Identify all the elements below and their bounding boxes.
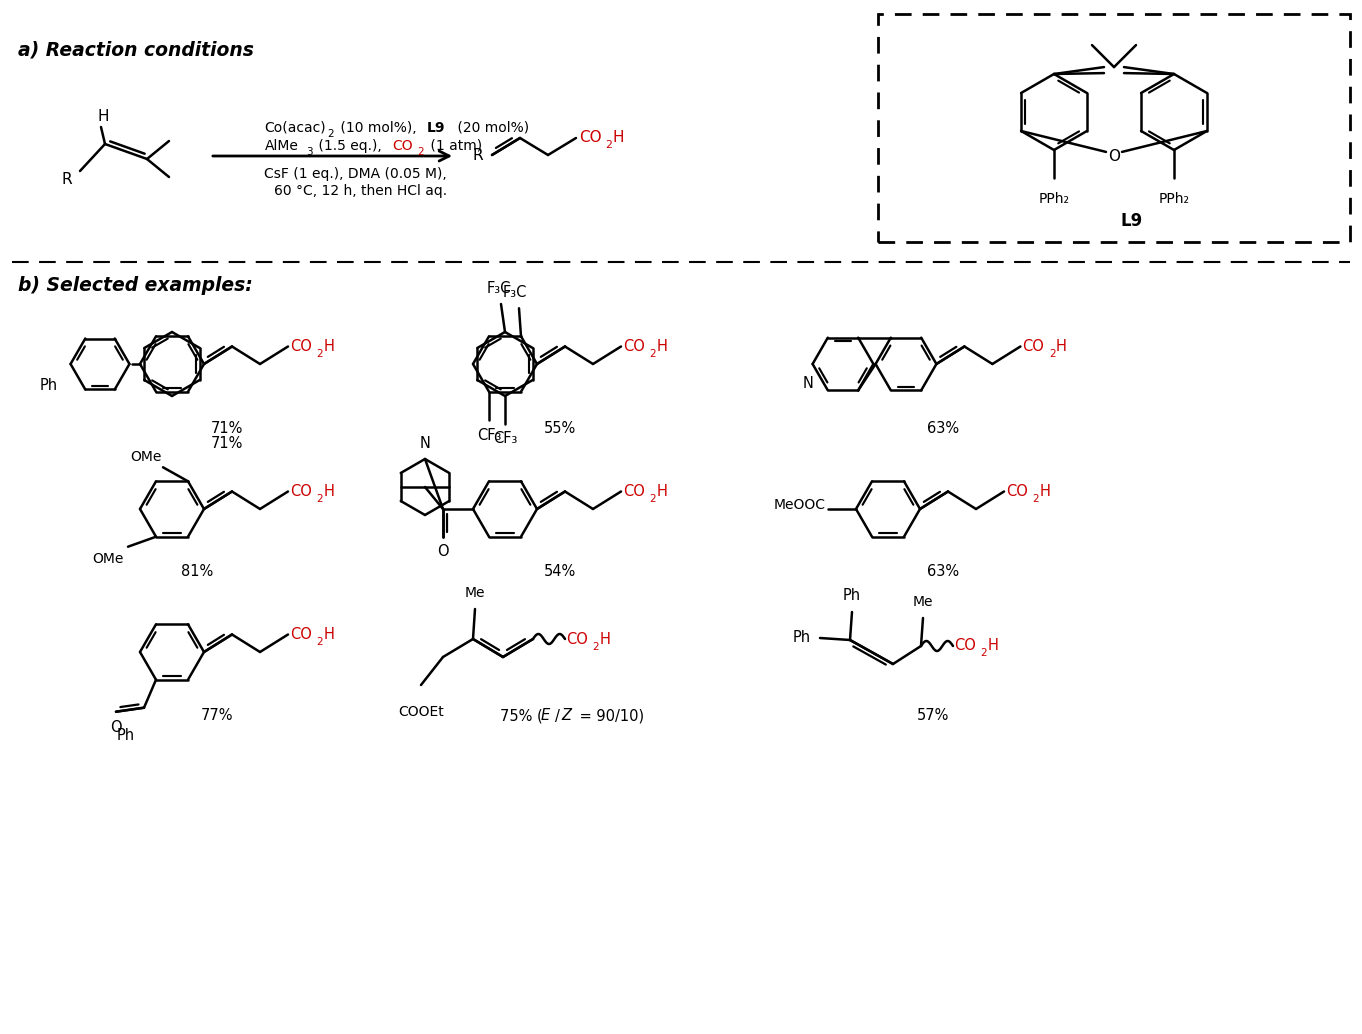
Text: MeOOC: MeOOC	[774, 498, 825, 512]
Text: CO: CO	[579, 130, 602, 146]
Text: 63%: 63%	[928, 422, 959, 436]
Text: 60 °C, 12 h, then HCl aq.: 60 °C, 12 h, then HCl aq.	[275, 184, 448, 197]
Text: E: E	[541, 708, 550, 724]
Text: R: R	[473, 149, 482, 163]
Text: OMe: OMe	[131, 450, 162, 464]
Text: a) Reaction conditions: a) Reaction conditions	[18, 41, 253, 60]
Text: 71%: 71%	[211, 436, 244, 452]
Text: CO: CO	[1023, 339, 1045, 354]
Text: Co(acac): Co(acac)	[264, 121, 326, 135]
Text: COOEt: COOEt	[398, 705, 444, 719]
Text: H: H	[324, 627, 335, 642]
Text: CsF (1 eq.), DMA (0.05 M),: CsF (1 eq.), DMA (0.05 M),	[264, 168, 447, 181]
Text: CF₃: CF₃	[493, 431, 518, 447]
Text: Me: Me	[913, 595, 933, 609]
Text: PPh₂: PPh₂	[1159, 192, 1189, 206]
Text: 2: 2	[1049, 349, 1056, 359]
Text: OMe: OMe	[93, 552, 124, 566]
Text: 2: 2	[316, 349, 323, 359]
Text: Ph: Ph	[843, 588, 861, 604]
Text: 57%: 57%	[917, 708, 949, 724]
Text: F₃C: F₃C	[486, 281, 511, 297]
Text: H: H	[97, 110, 109, 124]
Text: H: H	[1039, 484, 1050, 499]
Text: 2: 2	[981, 648, 987, 659]
Text: N: N	[802, 376, 813, 391]
Text: PPh₂: PPh₂	[1038, 192, 1069, 206]
Text: 63%: 63%	[928, 565, 959, 579]
Text: H: H	[656, 484, 667, 499]
Text: CO: CO	[1007, 484, 1028, 499]
Text: 2: 2	[606, 141, 613, 151]
Text: CO: CO	[953, 639, 977, 653]
Text: CO: CO	[622, 339, 644, 354]
Text: L9: L9	[426, 121, 445, 135]
Text: CO: CO	[567, 632, 588, 646]
Text: 75% (: 75% (	[500, 708, 542, 724]
Text: Ph: Ph	[793, 631, 810, 645]
Text: O: O	[1109, 149, 1120, 164]
Text: 2: 2	[327, 129, 334, 139]
Text: 54%: 54%	[543, 565, 576, 579]
Text: R: R	[61, 172, 72, 186]
Text: 3: 3	[306, 147, 313, 157]
Text: (1 atm): (1 atm)	[425, 139, 482, 153]
Text: 55%: 55%	[543, 422, 576, 436]
Text: H: H	[324, 484, 335, 499]
Text: CO: CO	[290, 484, 312, 499]
Text: CO: CO	[392, 139, 413, 153]
Text: Ph: Ph	[117, 728, 135, 743]
Text: H: H	[324, 339, 335, 354]
Text: (20 mol%): (20 mol%)	[452, 121, 528, 135]
Text: 2: 2	[316, 494, 323, 504]
Text: 77%: 77%	[200, 708, 233, 724]
Text: 2: 2	[650, 494, 656, 504]
Text: AlMe: AlMe	[264, 139, 298, 153]
Text: O: O	[437, 544, 449, 558]
Text: CO: CO	[622, 484, 644, 499]
Text: L9: L9	[1121, 212, 1143, 230]
Text: (10 mol%),: (10 mol%),	[336, 121, 421, 135]
Bar	[878, 14, 1350, 242]
Text: = 90/10): = 90/10)	[575, 708, 644, 724]
Text: (1.5 eq.),: (1.5 eq.),	[315, 139, 387, 153]
Text: /: /	[554, 708, 560, 724]
Text: Me: Me	[464, 586, 485, 600]
Text: F₃C: F₃C	[503, 284, 527, 300]
Text: H: H	[987, 639, 998, 653]
Text: N: N	[419, 436, 430, 451]
Text: 71%: 71%	[211, 422, 244, 436]
Text: H: H	[656, 339, 667, 354]
Text: CF₃: CF₃	[477, 428, 501, 444]
Text: 2: 2	[1032, 494, 1039, 504]
Text: H: H	[1056, 339, 1066, 354]
Text: 81%: 81%	[181, 565, 212, 579]
Text: H: H	[613, 130, 624, 146]
Text: 2: 2	[418, 147, 424, 157]
Text: CO: CO	[290, 627, 312, 642]
Text: Ph: Ph	[39, 378, 57, 394]
Text: CO: CO	[290, 339, 312, 354]
Text: 2: 2	[650, 349, 656, 359]
Text: 2: 2	[316, 637, 323, 647]
Text: Z: Z	[561, 708, 571, 724]
Text: 2: 2	[592, 641, 599, 651]
Text: b) Selected examples:: b) Selected examples:	[18, 276, 253, 295]
Text: O: O	[110, 721, 121, 735]
Text: H: H	[599, 632, 610, 646]
